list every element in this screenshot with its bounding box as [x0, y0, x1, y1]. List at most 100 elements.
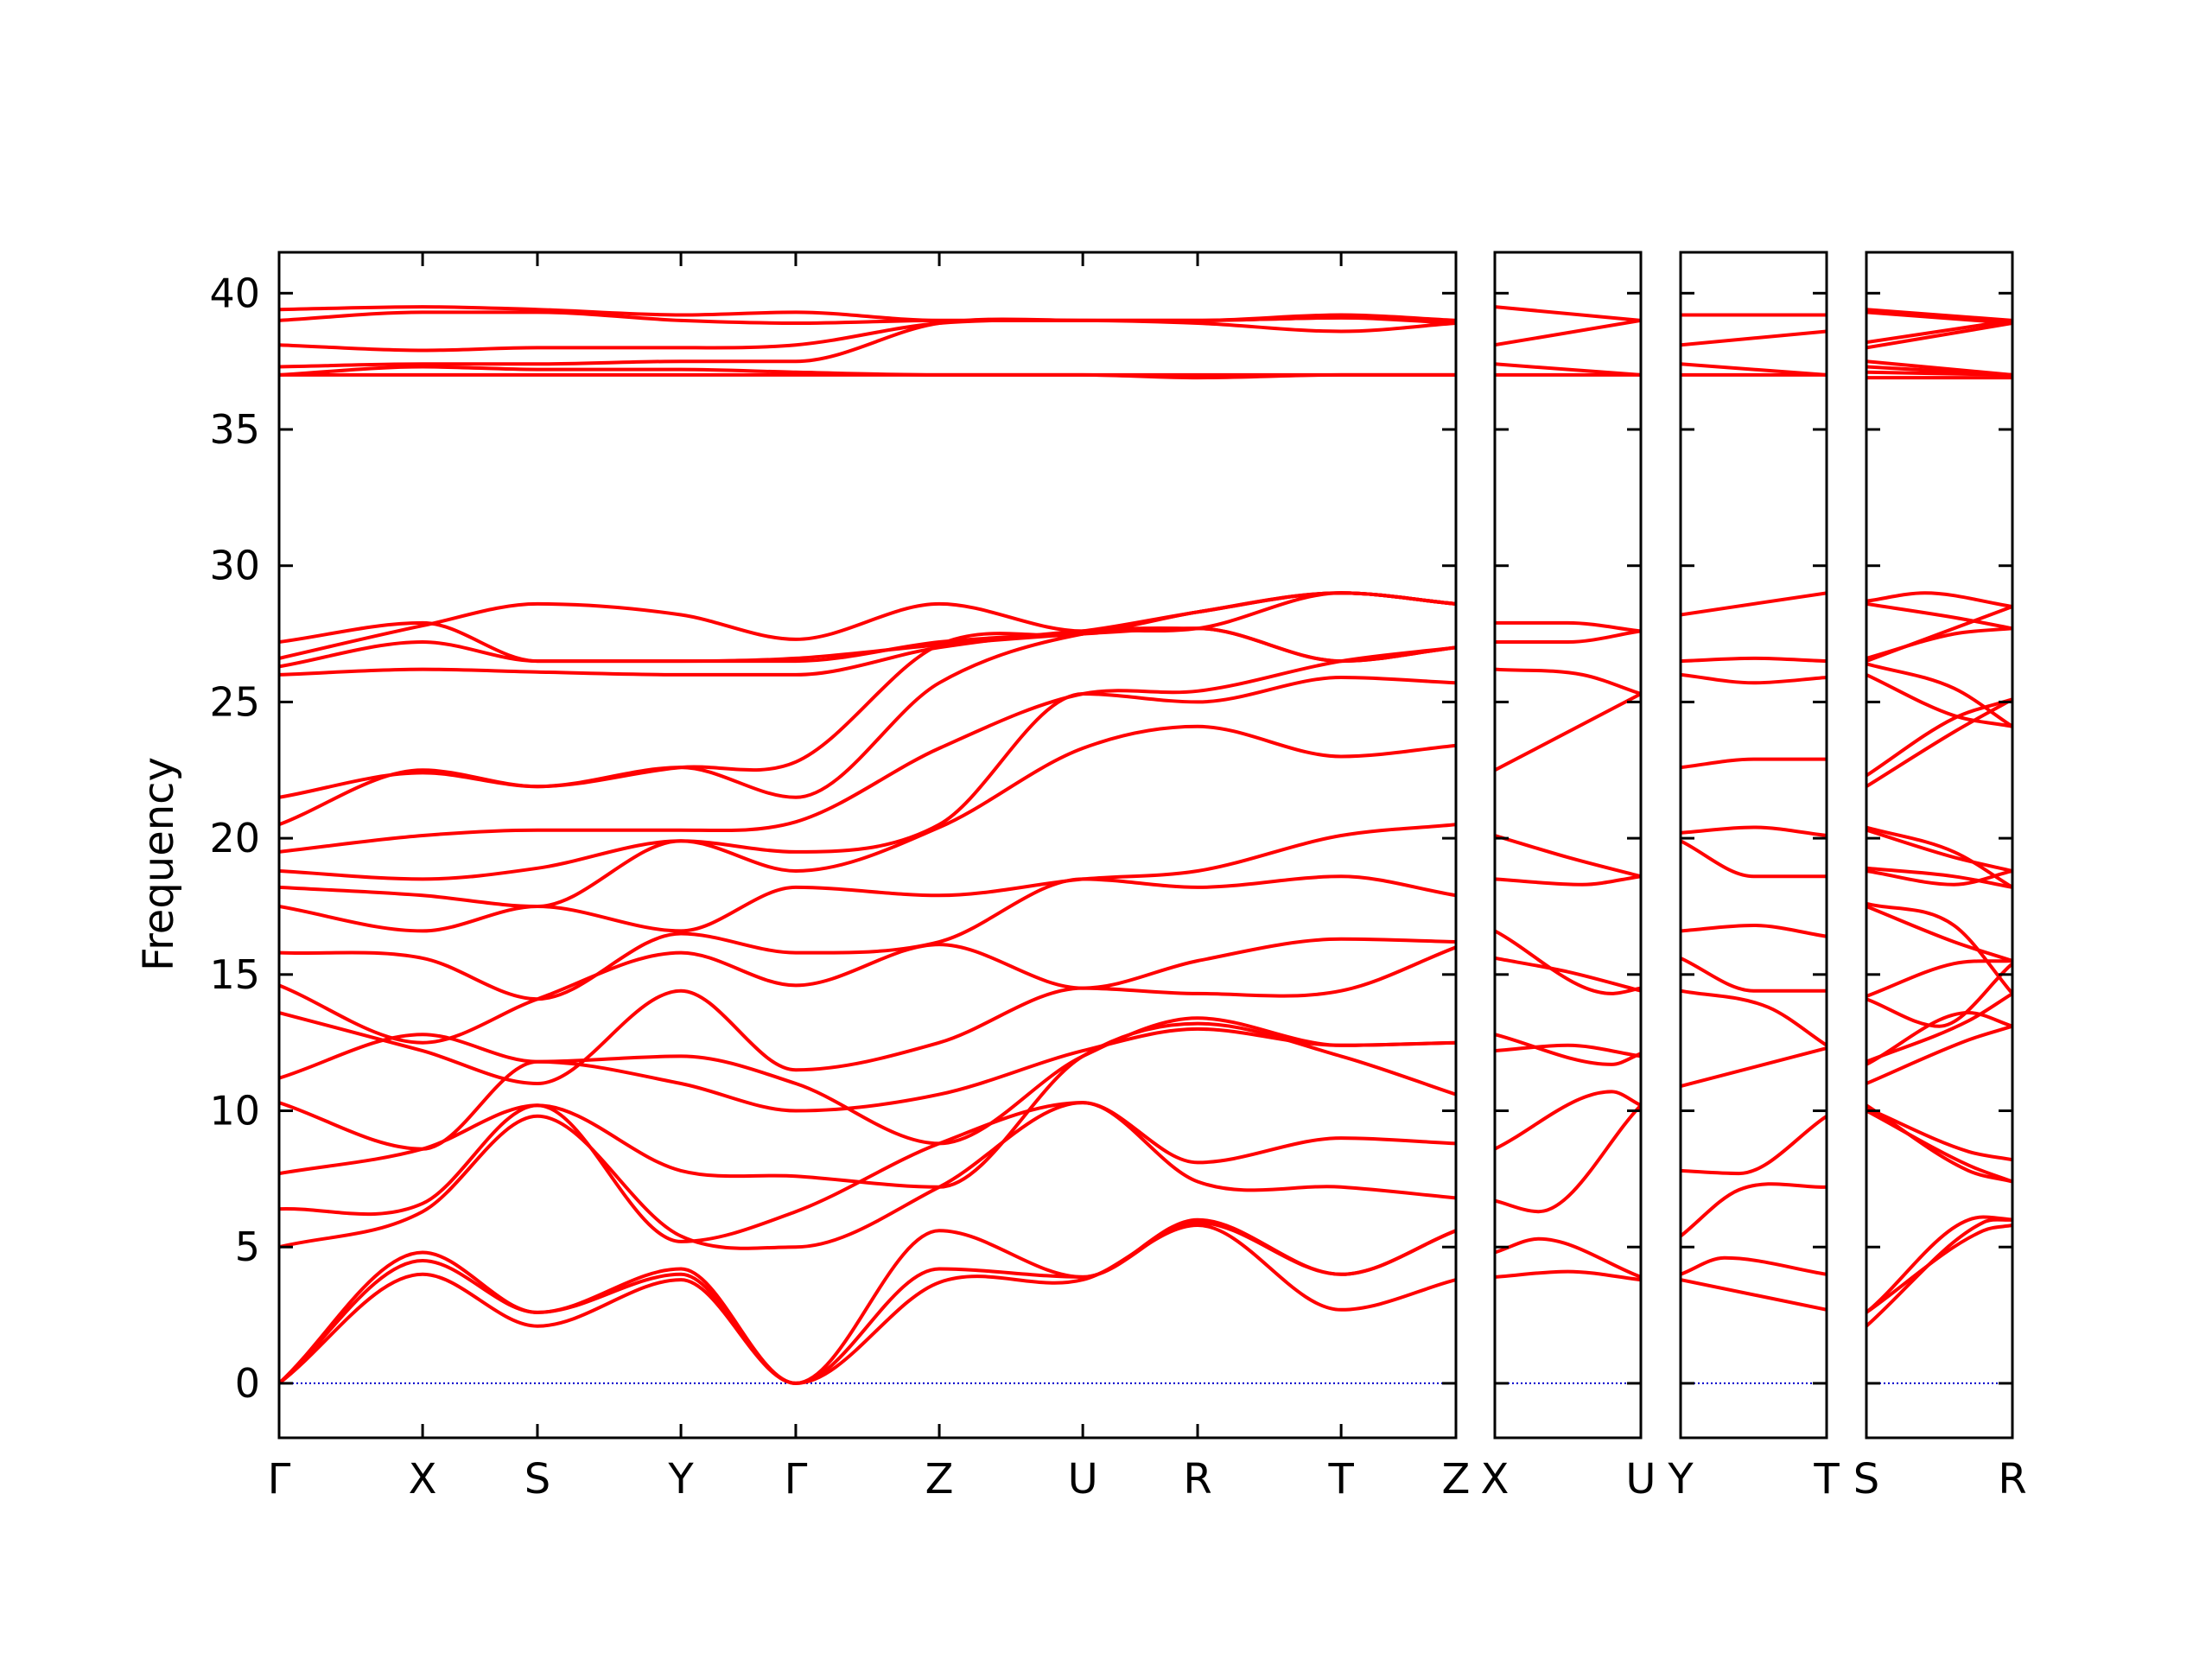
band-line: [1495, 692, 1641, 772]
band-line: [1866, 591, 2012, 608]
y-tick-label: 0: [235, 1360, 260, 1407]
band-group: [279, 305, 1456, 1385]
band-line: [1495, 1236, 1641, 1279]
band-line: [1866, 662, 2012, 728]
band-group: [1495, 305, 1641, 1384]
x-tick-label: Z: [1442, 1455, 1471, 1503]
band-line: [1866, 991, 2012, 1064]
band-line: [1681, 1255, 1827, 1276]
y-tick-label: 40: [209, 270, 260, 316]
band-line: [1866, 828, 2012, 873]
band-line: [1866, 1103, 2012, 1184]
band-line: [279, 724, 1456, 908]
band-line: [1495, 1033, 1641, 1066]
x-tick-label: Z: [925, 1455, 954, 1503]
band-line: [1866, 901, 2012, 995]
band-group: [1681, 313, 1827, 1384]
band-line: [1681, 1046, 1827, 1089]
band-line: [279, 874, 1456, 1001]
x-tick-label: U: [1625, 1455, 1656, 1503]
band-line: [279, 823, 1456, 933]
band-line: [1495, 1090, 1641, 1151]
x-tick-label: S: [524, 1455, 550, 1503]
band-line: [279, 1016, 1456, 1146]
band-line: [279, 365, 1456, 377]
band-line: [1866, 959, 2012, 998]
band-line: [1866, 310, 2012, 325]
panel-frame: [1679, 251, 1828, 1440]
band-line: [279, 626, 1456, 827]
band-line: [1495, 874, 1641, 887]
band-line: [279, 591, 1456, 799]
panel-frame: [277, 251, 1458, 1440]
band-line: [279, 620, 1456, 664]
band-line: [279, 1027, 1456, 1151]
band-line: [1681, 825, 1827, 837]
band-line: [279, 937, 1456, 1045]
band-line: [1681, 591, 1827, 617]
panel-frame: [1493, 251, 1643, 1440]
band-line: [279, 591, 1456, 677]
band-line: [1495, 1103, 1641, 1214]
band-line: [279, 1220, 1456, 1385]
band-line: [1495, 305, 1641, 322]
band-line: [1866, 697, 2012, 778]
x-tick-label: Γ: [785, 1455, 808, 1503]
band-line: [1866, 1224, 2012, 1314]
x-tick-label: R: [1998, 1455, 2026, 1503]
band-group: [1866, 308, 2012, 1384]
band-line: [1866, 697, 2012, 789]
band-line: [1681, 1114, 1827, 1176]
y-axis-label: Frequency: [135, 757, 183, 971]
x-tick-label: Y: [667, 1455, 694, 1503]
band-line: [279, 1217, 1456, 1385]
panel-frame: [1865, 251, 2014, 1440]
band-line: [1681, 956, 1827, 993]
band-line: [1495, 1269, 1641, 1282]
band-line: [1681, 1182, 1827, 1238]
band-line: [1866, 1109, 2012, 1184]
band-line: [1495, 629, 1641, 645]
y-tick-label: 25: [209, 678, 260, 725]
band-line: [1681, 362, 1827, 377]
x-tick-label: U: [1068, 1455, 1098, 1503]
band-line: [1681, 1278, 1827, 1312]
x-tick-label: X: [1481, 1455, 1510, 1503]
band-line: [1681, 839, 1827, 879]
x-tick-label: R: [1183, 1455, 1211, 1503]
y-tick-label: 20: [209, 815, 260, 861]
band-line: [1866, 601, 2012, 631]
band-line: [1866, 672, 2012, 728]
band-line: [1866, 1024, 2012, 1085]
band-line: [1681, 672, 1827, 685]
band-line: [1495, 318, 1641, 347]
band-line: [1495, 362, 1641, 377]
band-line: [1495, 667, 1641, 696]
y-tick-label: 35: [209, 406, 260, 453]
band-line: [279, 676, 1456, 881]
band-line: [279, 1101, 1456, 1243]
band-line: [279, 1101, 1456, 1250]
band-line: [1495, 956, 1641, 993]
band-line: [1495, 1043, 1641, 1058]
band-line: [1866, 1215, 2012, 1314]
band-line: [1681, 988, 1827, 1047]
band-line: [1681, 329, 1827, 347]
x-tick-label: T: [1813, 1455, 1840, 1503]
band-line: [1866, 825, 2012, 889]
band-line: [1681, 924, 1827, 938]
y-tick-label: 10: [209, 1088, 260, 1135]
x-tick-label: X: [409, 1455, 437, 1503]
band-line: [1866, 1011, 2012, 1066]
band-line: [279, 1224, 1456, 1385]
band-line: [1866, 321, 2012, 350]
x-tick-label: Y: [1667, 1455, 1694, 1503]
x-tick-label: T: [1327, 1455, 1354, 1503]
band-line: [279, 645, 1456, 854]
band-line: [1866, 1106, 2012, 1162]
band-line: [279, 317, 1456, 369]
